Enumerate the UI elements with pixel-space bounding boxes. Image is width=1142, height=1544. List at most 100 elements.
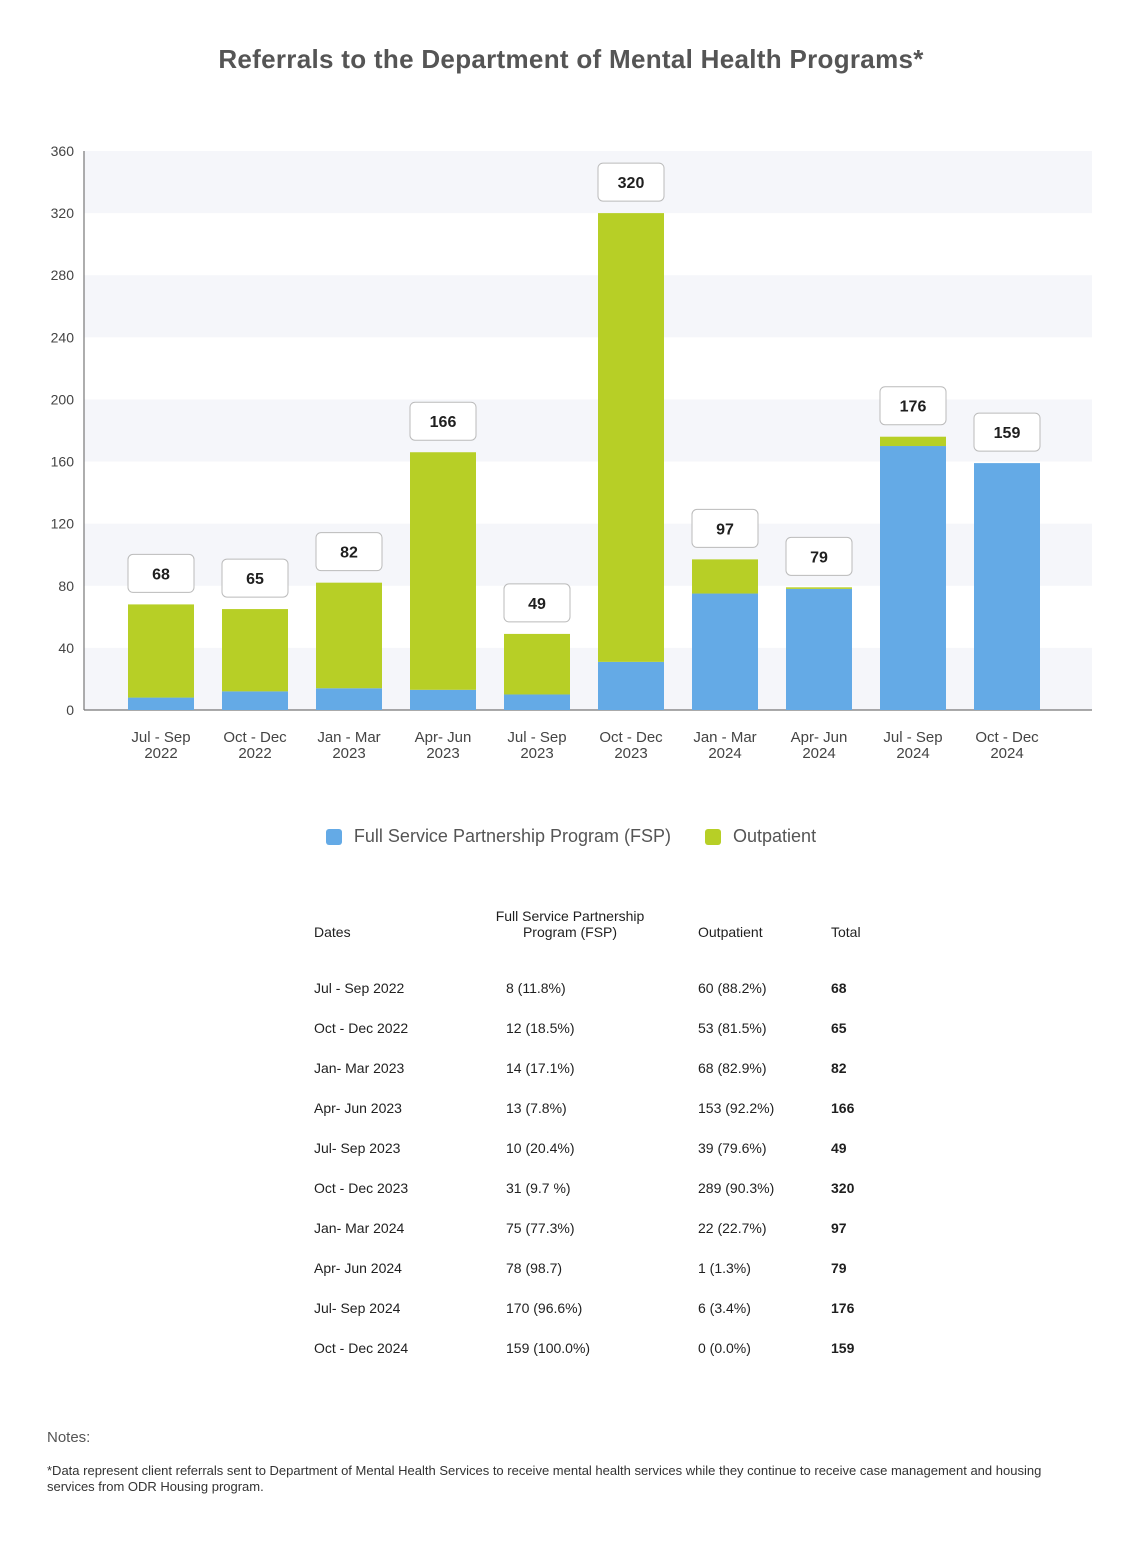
y-tick-label: 200 [51,391,75,407]
table-row: Jan- Mar 2023 14 (17.1%) 68 (82.9%) 82 [306,1048,899,1088]
x-tick-year: 2023 [520,745,553,762]
table-header-row: Dates Full Service Partnership Program (… [306,908,899,968]
plot-band [84,275,1092,338]
cell-fsp: 13 (7.8%) [506,1100,567,1116]
total-label-box [409,401,477,441]
cell-total: 176 [831,1300,855,1316]
cell-total: 65 [831,1020,847,1036]
bar-fsp [128,697,194,710]
total-label: 166 [430,414,457,431]
total-label-box [597,162,665,202]
notes-heading: Notes: [47,1429,91,1446]
bar-outpatient [786,587,852,589]
bar-outpatient [222,609,288,692]
x-tick-label: Apr- Jun [791,729,848,746]
total-label-box [785,536,853,576]
table-row: Oct - Dec 2022 12 (18.5%) 53 (81.5%) 65 [306,1008,899,1048]
legend-item-outpatient: Outpatient [705,826,816,847]
x-tick-label: Oct - Dec [223,729,287,746]
cell-date: Jul - Sep 2022 [314,980,405,996]
page-title: Referrals to the Department of Mental He… [218,44,924,74]
total-label-box [127,553,195,593]
cell-total: 82 [831,1060,847,1076]
cell-date: Jul- Sep 2024 [314,1300,401,1316]
legend-swatch-fsp [325,828,342,845]
bar-fsp [692,593,758,710]
cell-date: Apr- Jun 2024 [314,1260,402,1276]
plot-band [84,151,1092,214]
x-tick-label: Jul - Sep [883,729,942,746]
cell-total: 320 [831,1180,855,1196]
cell-outpatient: 1 (1.3%) [698,1260,751,1276]
cell-fsp: 31 (9.7 %) [506,1180,571,1196]
cell-total: 68 [831,980,847,996]
y-tick-label: 160 [51,454,75,470]
legend-label-outpatient: Outpatient [733,826,817,846]
total-label-box [973,412,1041,452]
x-tick-year: 2022 [238,745,271,762]
x-tick-year: 2024 [990,745,1023,762]
total-label-box [879,386,947,426]
bar-fsp [786,588,852,710]
table-row: Apr- Jun 2023 13 (7.8%) 153 (92.2%) 166 [306,1088,899,1128]
cell-fsp: 10 (20.4%) [506,1140,575,1156]
cell-total: 166 [831,1100,855,1116]
total-label: 159 [994,425,1021,442]
legend-item-fsp: Full Service Partnership Program (FSP) [325,826,672,847]
cell-date: Jan- Mar 2024 [314,1220,405,1236]
x-tick-label: Jan - Mar [693,729,756,746]
cell-outpatient: 0 (0.0%) [698,1340,751,1356]
cell-outpatient: 53 (81.5%) [698,1020,767,1036]
bar-outpatient [128,604,194,698]
cell-date: Jan- Mar 2023 [314,1060,405,1076]
cell-outpatient: 22 (22.7%) [698,1220,767,1236]
bar-fsp [974,463,1040,710]
header-fsp-line1: Full Service Partnership [495,908,645,924]
chart-legend: Full Service Partnership Program (FSP) O… [0,826,1142,847]
bar-fsp [222,691,288,710]
x-tick-year: 2024 [896,745,929,762]
table-row: Apr- Jun 2024 78 (98.7) 1 (1.3%) 79 [306,1248,899,1288]
cell-date: Apr- Jun 2023 [314,1100,402,1116]
y-tick-label: 80 [58,578,74,594]
cell-date: Oct - Dec 2024 [314,1340,409,1356]
cell-date: Jul- Sep 2023 [314,1140,401,1156]
notes-text: *Data represent client referrals sent to… [47,1463,1042,1494]
y-tick-label: 240 [51,329,75,345]
referrals-table: Dates Full Service Partnership Program (… [306,908,899,1368]
x-tick-year: 2023 [426,745,459,762]
table-body: Jul - Sep 2022 8 (11.8%) 60 (88.2%) 68 Oct -… [306,968,899,1368]
total-label: 97 [716,521,734,538]
total-label-box [315,532,383,572]
bar-outpatient [880,436,946,447]
total-label: 68 [152,566,170,583]
total-label-box [221,558,289,598]
legend-swatch-outpatient [705,828,722,845]
bar-outpatient [316,582,382,689]
y-tick-label: 360 [51,143,75,159]
cell-fsp: 75 (77.3%) [506,1220,575,1236]
bar-fsp [504,694,570,710]
legend-label-fsp: Full Service Partnership Program (FSP) [353,826,672,846]
total-label: 82 [340,545,358,562]
total-label: 79 [810,549,828,566]
total-label: 320 [618,175,645,192]
x-tick-label: Oct - Dec [599,729,663,746]
table-row: Jul - Sep 2022 8 (11.8%) 60 (88.2%) 68 [306,968,899,1008]
x-tick-label: Oct - Dec [975,729,1039,746]
y-tick-label: 40 [58,640,74,656]
y-tick-label: 0 [66,702,74,718]
y-tick-label: 120 [51,516,75,532]
cell-outpatient: 289 (90.3%) [698,1180,775,1196]
table-row: Jul- Sep 2024 170 (96.6%) 6 (3.4%) 176 [306,1288,899,1328]
y-tick-label: 320 [51,205,75,221]
cell-date: Oct - Dec 2023 [314,1180,409,1196]
bar-outpatient [598,213,664,662]
bar-outpatient [504,633,570,695]
bar-outpatient [410,452,476,690]
header-dates: Dates [314,924,351,940]
cell-fsp: 78 (98.7) [506,1260,563,1276]
cell-total: 159 [831,1340,855,1356]
header-fsp-line2: Program (FSP) [522,924,618,940]
